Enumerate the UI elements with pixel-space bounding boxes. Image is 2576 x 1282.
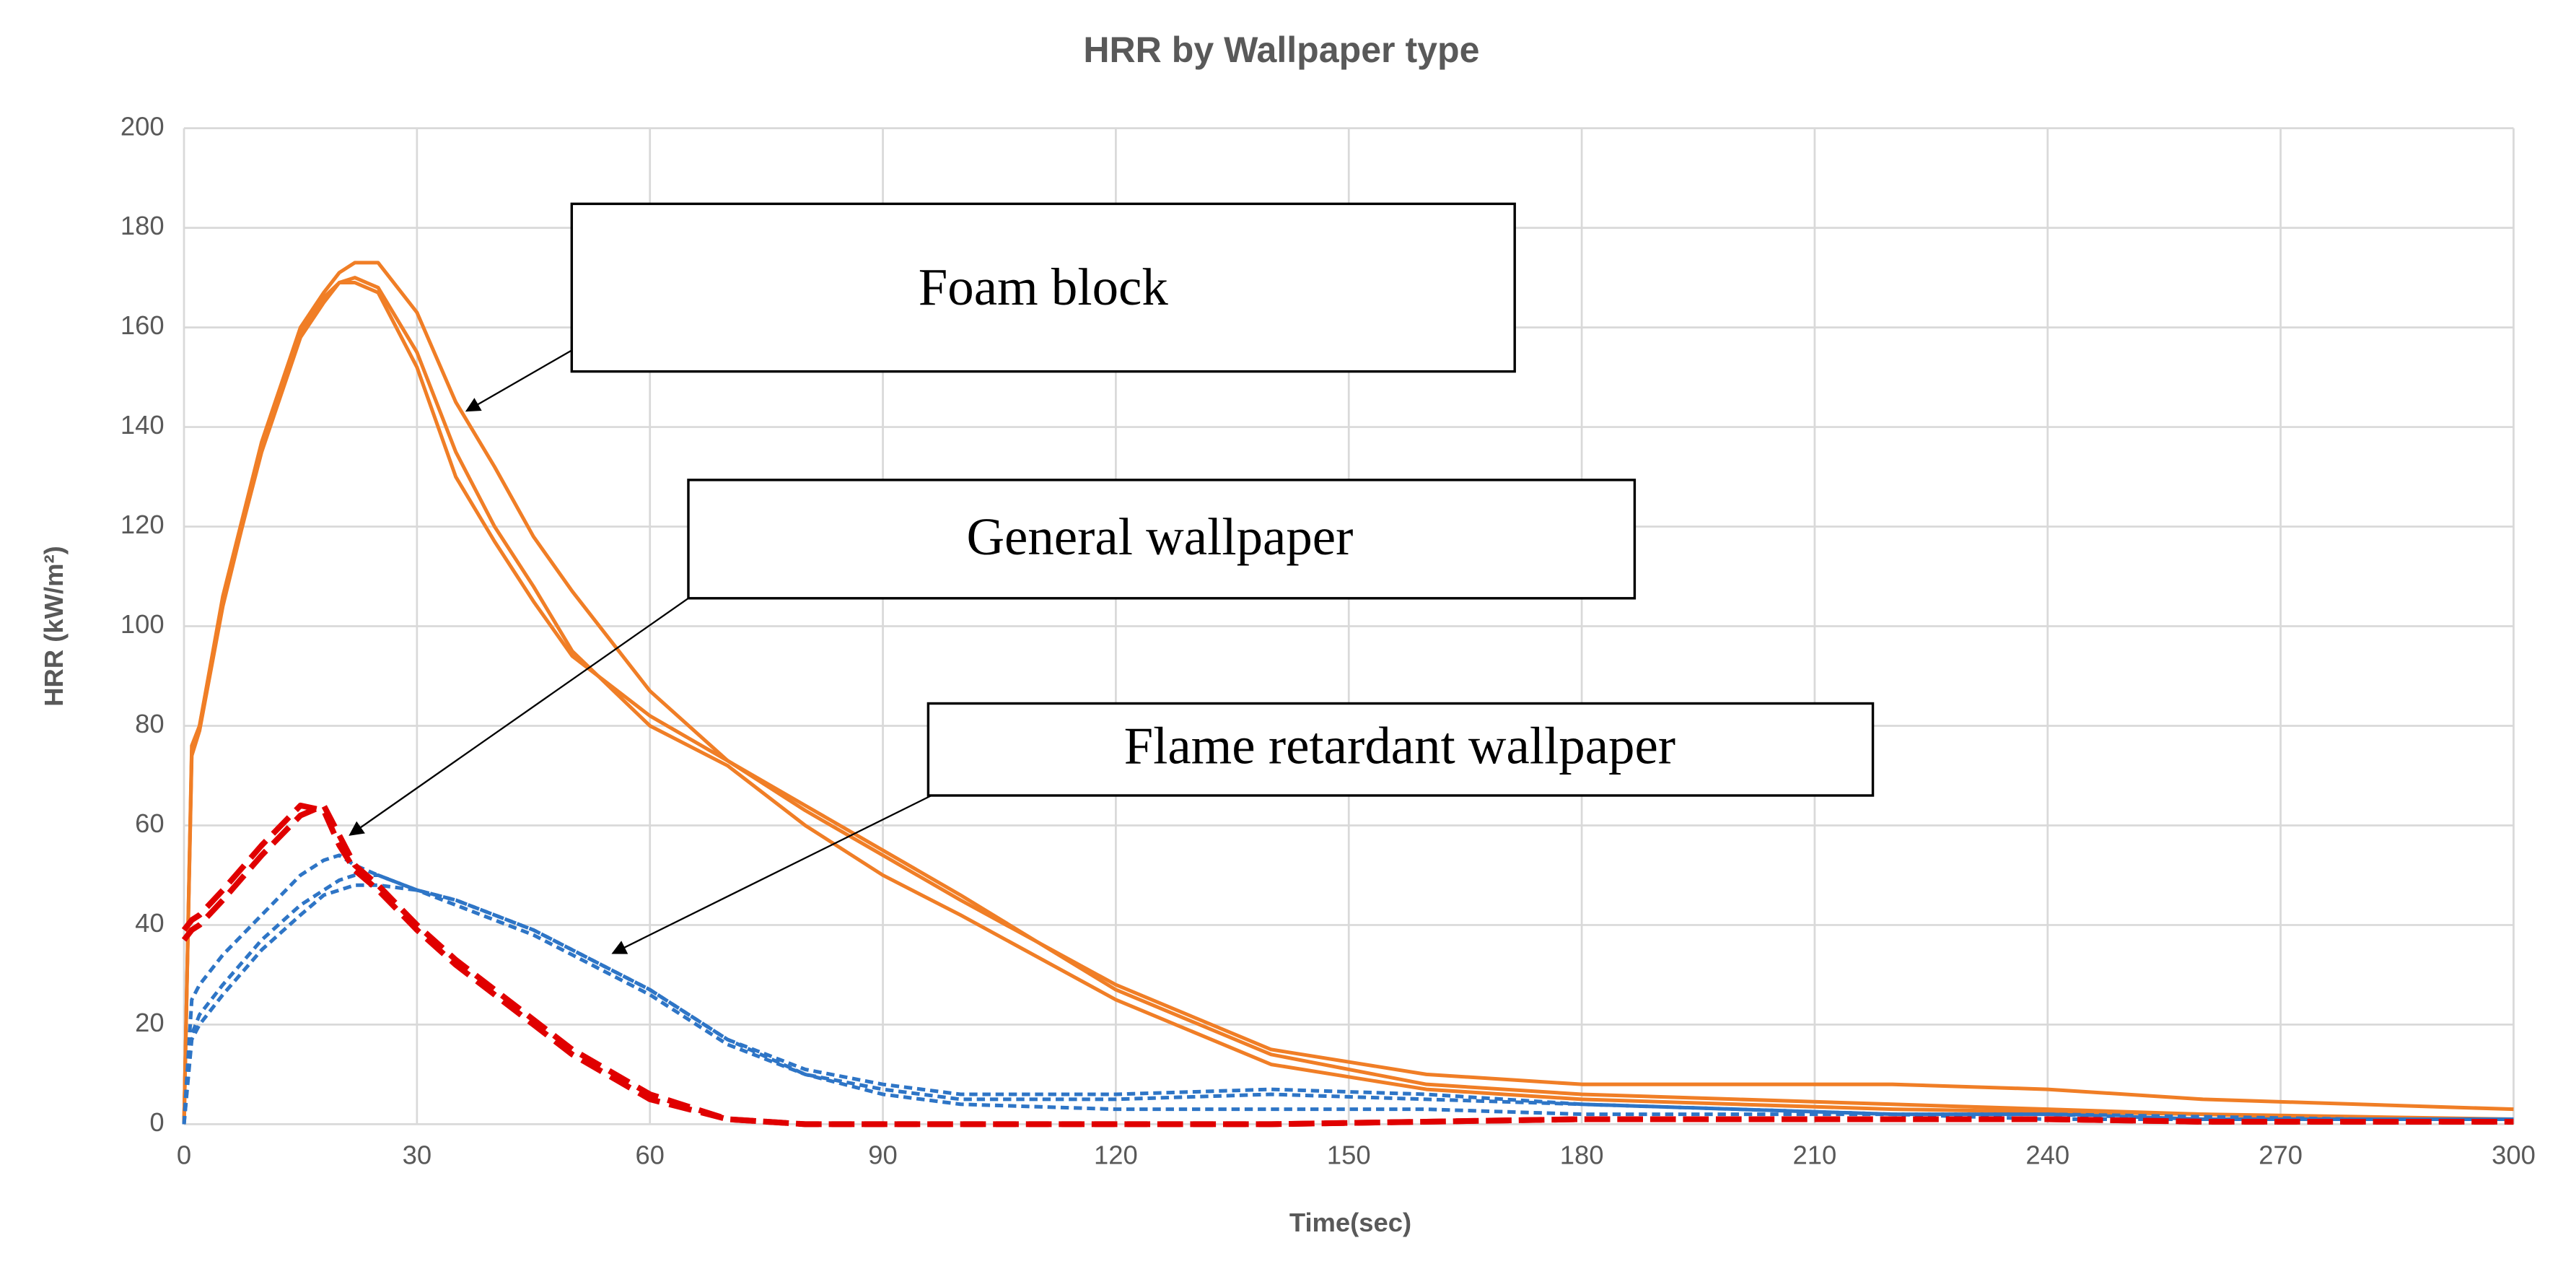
x-tick-label: 180 [1560,1141,1604,1170]
x-tick-label: 30 [403,1141,431,1170]
annotation-text: General wallpaper [966,507,1353,566]
y-tick-label: 140 [121,410,165,440]
grid: 0 20 40 60 80 100 120 140 160 180 200 0 30 60 90 120 150… [121,111,2536,1169]
y-tick-label: 180 [121,211,165,240]
y-tick-label: 80 [135,709,165,738]
annotation-arrow [611,794,932,954]
x-tick-label: 240 [2025,1141,2069,1170]
y-tick-label: 200 [121,111,165,141]
x-tick-label: 60 [635,1141,665,1170]
annotation: Foam block [465,202,1516,412]
series-line [182,873,2514,1125]
x-tick-label: 150 [1327,1141,1371,1170]
chart-title: HRR by Wallpaper type [1083,30,1479,70]
annotation-text: Foam block [919,258,1169,316]
y-tick-label: 60 [135,808,165,838]
annotation-box [687,479,1637,600]
annotation: General wallpaper [349,479,1637,836]
annotation-arrow [465,347,576,412]
y-axis-label: HRR (kW/m²) [39,546,69,706]
annotation: Flame retardant wallpaper [611,702,1875,954]
y-tick-label: 160 [121,310,165,340]
annotation-box [926,702,1875,797]
series-line [182,883,2514,1125]
series-line [182,280,2514,1125]
y-tick-label: 0 [149,1107,164,1137]
x-tick-label: 0 [177,1141,191,1170]
y-tick-label: 100 [121,609,165,639]
annotation-arrow [349,597,689,836]
plot-lines [181,261,2514,1128]
x-tick-label: 120 [1094,1141,1138,1170]
x-tick-label: 270 [2259,1141,2303,1170]
x-axis-label: Time(sec) [1289,1208,1411,1237]
x-tick-label: 90 [868,1141,898,1170]
x-tick-label: 300 [2492,1141,2536,1170]
x-tick-label: 210 [1793,1141,1837,1170]
y-tick-label: 40 [135,908,165,938]
series-line [181,802,2514,1128]
annotation-box [570,202,1516,373]
annotation-text: Flame retardant wallpaper [1124,716,1676,775]
y-tick-label: 20 [135,1008,165,1037]
series-line [182,853,2514,1125]
y-tick-label: 120 [121,510,165,539]
